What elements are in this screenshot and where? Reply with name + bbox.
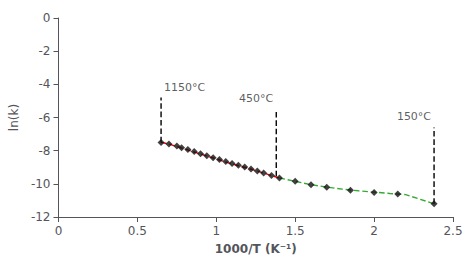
svg-text:2.5: 2.5: [443, 224, 462, 238]
svg-text:-6: -6: [39, 111, 51, 125]
svg-text:-10: -10: [31, 177, 51, 191]
svg-text:1150°C: 1150°C: [164, 81, 205, 94]
svg-text:0: 0: [43, 11, 51, 25]
svg-text:-2: -2: [39, 44, 51, 58]
svg-text:-8: -8: [39, 144, 51, 158]
svg-text:0.5: 0.5: [128, 224, 147, 238]
svg-text:-12: -12: [31, 210, 51, 224]
svg-text:450°C: 450°C: [239, 92, 273, 105]
svg-text:-4: -4: [39, 77, 51, 91]
svg-text:1.5: 1.5: [286, 224, 305, 238]
svg-text:0: 0: [55, 224, 63, 238]
svg-text:1: 1: [212, 224, 220, 238]
svg-text:1000/T (K⁻¹): 1000/T (K⁻¹): [215, 242, 297, 256]
svg-text:ln(k): ln(k): [7, 104, 21, 131]
svg-text:2: 2: [370, 224, 378, 238]
svg-text:150°C: 150°C: [397, 110, 431, 123]
